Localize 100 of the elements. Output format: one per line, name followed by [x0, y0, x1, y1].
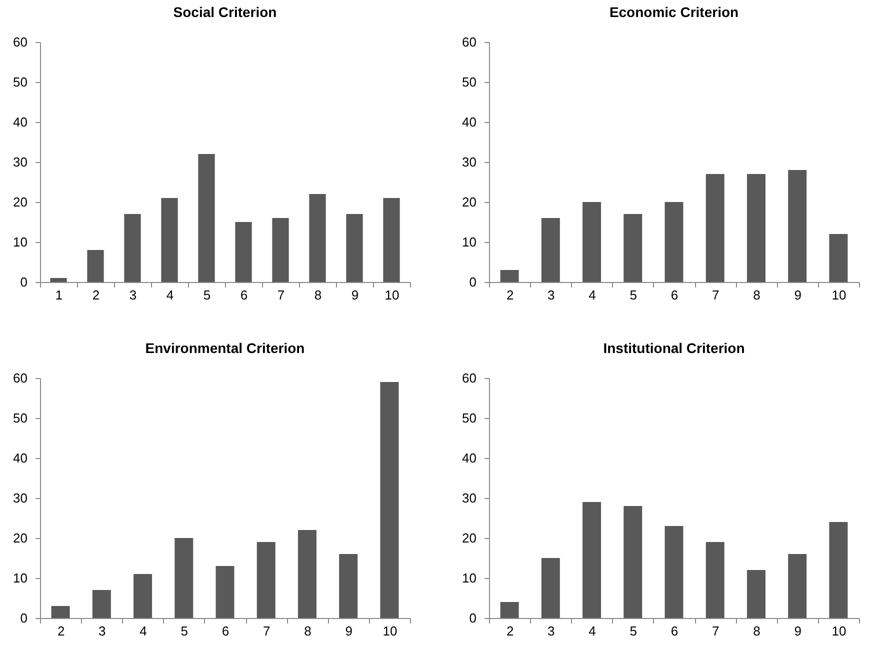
chart-title: Institutional Criterion [603, 340, 745, 356]
bar [174, 538, 194, 618]
bar [198, 154, 215, 282]
x-tick-label: 2 [92, 288, 100, 302]
x-tick-label: 5 [630, 624, 638, 638]
x-tick-label: 3 [548, 624, 555, 638]
bar [309, 194, 326, 282]
y-tick-label: 60 [13, 370, 28, 386]
bar [706, 542, 724, 618]
y-tick-label: 50 [462, 410, 476, 426]
bar [161, 198, 178, 282]
bar [500, 270, 519, 282]
y-tick-label: 40 [13, 114, 28, 130]
y-tick-label: 10 [13, 570, 28, 586]
x-tick-label: 6 [222, 624, 230, 638]
bar [541, 218, 560, 282]
bar [706, 174, 724, 282]
x-tick-label: 10 [382, 624, 398, 638]
x-tick-label: 4 [166, 288, 174, 302]
bar [339, 554, 358, 618]
bar [788, 170, 807, 282]
bar [92, 590, 111, 618]
x-tick-label: 7 [712, 624, 720, 638]
bar [788, 554, 807, 618]
chart-title: Social Criterion [173, 4, 277, 20]
bar [624, 214, 642, 282]
bar [746, 570, 766, 618]
x-tick-label: 6 [670, 288, 678, 302]
x-tick-label: 10 [832, 624, 846, 638]
x-tick-label: 8 [753, 288, 760, 302]
bar [746, 174, 766, 282]
bar [500, 602, 519, 618]
y-tick-label: 50 [13, 74, 28, 90]
bar [582, 202, 602, 282]
bar [87, 250, 104, 282]
y-tick-label: 50 [13, 410, 28, 426]
bar [51, 606, 70, 618]
x-tick-label: 6 [240, 288, 248, 302]
y-tick-label: 30 [13, 154, 28, 170]
x-tick-label: 4 [140, 624, 147, 638]
bar [829, 234, 848, 282]
y-tick-label: 30 [462, 490, 476, 506]
y-tick-label: 60 [462, 370, 476, 386]
x-tick-label: 7 [262, 624, 270, 638]
y-tick-label: 10 [462, 570, 476, 586]
bar [624, 506, 642, 618]
y-tick-label: 50 [462, 74, 476, 90]
bar [664, 526, 684, 618]
x-tick-label: 7 [712, 288, 720, 302]
x-tick-label: 4 [588, 624, 596, 638]
bar [50, 278, 67, 282]
x-tick-label: 8 [314, 288, 322, 302]
y-tick-label: 30 [462, 154, 476, 170]
y-tick-label: 10 [13, 234, 28, 250]
bar [383, 198, 400, 282]
y-tick-label: 20 [13, 194, 28, 210]
y-tick-label: 20 [13, 530, 28, 546]
x-tick-label: 3 [548, 288, 555, 302]
x-tick-label: 5 [630, 288, 638, 302]
x-tick-label: 3 [98, 624, 106, 638]
bar [346, 214, 363, 282]
y-tick-label: 20 [462, 194, 476, 210]
x-tick-label: 3 [129, 288, 137, 302]
y-tick-label: 20 [462, 530, 476, 546]
chart-title: Economic Criterion [609, 4, 739, 20]
chart-title: Environmental Criterion [145, 340, 305, 356]
bar [541, 558, 560, 618]
y-tick-label: 40 [462, 450, 476, 466]
x-tick-label: 2 [57, 624, 65, 638]
x-tick-label: 9 [345, 624, 352, 638]
bar [829, 522, 848, 618]
x-tick-label: 5 [180, 624, 188, 638]
y-tick-label: 40 [13, 450, 28, 466]
y-tick-label: 60 [13, 34, 28, 50]
bar [134, 574, 152, 618]
bar [124, 214, 141, 282]
x-tick-label: 2 [506, 288, 514, 302]
bar [582, 502, 602, 618]
y-tick-label: 60 [462, 34, 476, 50]
x-tick-label: 9 [794, 288, 802, 302]
x-tick-label: 1 [55, 288, 63, 302]
y-tick-label: 0 [469, 274, 476, 290]
x-tick-label: 9 [351, 288, 359, 302]
x-tick-label: 10 [832, 288, 846, 302]
bar [235, 222, 252, 282]
x-tick-label: 8 [753, 624, 760, 638]
y-tick-label: 0 [469, 610, 476, 626]
bar [272, 218, 289, 282]
bar [256, 542, 276, 618]
x-tick-label: 4 [588, 288, 596, 302]
y-tick-label: 40 [462, 114, 476, 130]
x-tick-label: 9 [794, 624, 802, 638]
x-tick-label: 8 [304, 624, 312, 638]
x-tick-label: 2 [506, 624, 514, 638]
bar [216, 566, 234, 618]
y-tick-label: 0 [20, 274, 28, 290]
bar [380, 382, 399, 618]
x-tick-label: 7 [277, 288, 285, 302]
x-tick-label: 5 [203, 288, 211, 302]
x-tick-label: 10 [384, 288, 400, 302]
